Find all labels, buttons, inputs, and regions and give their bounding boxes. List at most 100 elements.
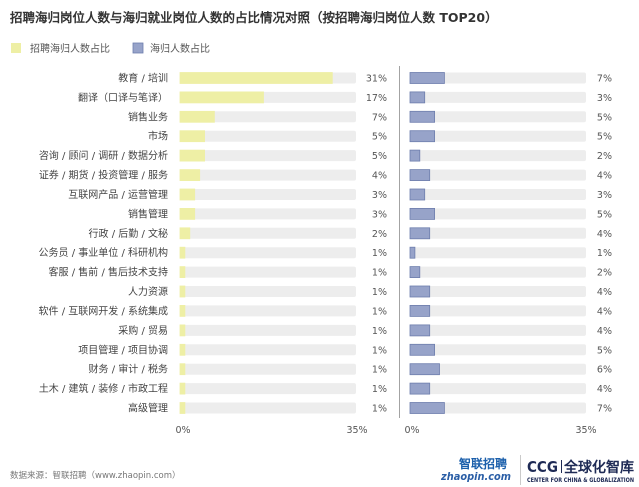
- value-number: 5: [597, 345, 603, 356]
- value-unit: %: [603, 365, 612, 376]
- chart-row: 人力资源 1% 4%: [128, 285, 612, 298]
- returnee-share-value-label: 5%: [597, 345, 612, 356]
- category-label: 教育 / 培训: [118, 72, 168, 85]
- chart-row: 高级管理 1% 7%: [128, 402, 612, 415]
- value-number: 1: [372, 287, 378, 298]
- returnee-share-track: [410, 111, 586, 123]
- returnee-share-value-label: 4%: [597, 384, 612, 395]
- category-label: 采购 / 贸易: [118, 324, 168, 337]
- chart-row: 财务 / 审计 / 税务 1% 6%: [89, 363, 612, 376]
- value-unit: %: [378, 287, 387, 298]
- x-tick-label-min: 0%: [404, 425, 419, 436]
- chart-row: 软件 / 互联网开发 / 系统集成 1% 4%: [39, 304, 612, 317]
- value-number: 4: [597, 229, 603, 240]
- value-unit: %: [378, 112, 387, 123]
- x-tick-label-max: 35%: [346, 425, 367, 436]
- value-unit: %: [603, 132, 612, 143]
- recruitment-share-value-label: 17%: [366, 93, 387, 104]
- value-unit: %: [603, 93, 612, 104]
- recruitment-share-bar: [179, 363, 186, 376]
- recruitment-share-bar: [179, 227, 191, 240]
- returnee-share-bar: [409, 324, 431, 337]
- returnee-share-track: [410, 363, 586, 375]
- value-number: 5: [372, 151, 378, 162]
- value-number: 2: [372, 229, 378, 240]
- value-number: 4: [372, 171, 378, 182]
- recruitment-share-value-label: 31%: [366, 74, 387, 85]
- returnee-share-bar: [409, 285, 431, 298]
- value-number: 4: [597, 384, 603, 395]
- recruitment-share-value-label: 1%: [372, 345, 387, 356]
- value-number: 2: [597, 268, 603, 279]
- returnee-share-bar: [409, 188, 426, 201]
- category-label: 销售管理: [128, 207, 168, 220]
- chart-rows: 教育 / 培训 31% 7%翻译（口译与笔译） 17% 3%销售业务 7% 5%市场 5% 5%…: [39, 72, 612, 415]
- chart-row: 互联网产品 / 运营管理 3% 3%: [68, 188, 612, 201]
- zhaopin-logo: 智联招聘 zhaopin.com: [440, 456, 511, 483]
- value-number: 5: [597, 112, 603, 123]
- returnee-share-track: [410, 91, 586, 103]
- data-source-note: 数据来源：智联招聘（www.zhaopin.com）: [10, 470, 181, 481]
- value-unit: %: [378, 209, 387, 220]
- returnee-share-value-label: 1%: [597, 248, 612, 259]
- category-label: 软件 / 互联网开发 / 系统集成: [39, 304, 168, 317]
- recruitment-share-value-label: 3%: [372, 190, 387, 201]
- value-number: 7: [372, 112, 378, 123]
- recruitment-share-value-label: 4%: [372, 171, 387, 182]
- returnee-share-track: [410, 227, 586, 239]
- recruitment-share-track: [180, 189, 356, 200]
- returnee-share-value-label: 3%: [597, 93, 612, 104]
- recruitment-share-track: [180, 111, 356, 123]
- ccg-logo: CCG 全球化智库 CENTER FOR CHINA & GLOBALIZATI…: [527, 458, 634, 484]
- returnee-share-bar: [409, 110, 436, 123]
- value-number: 1: [597, 248, 603, 259]
- recruitment-share-value-label: 5%: [372, 151, 387, 162]
- chart-row: 销售业务 7% 5%: [128, 110, 612, 123]
- recruitment-share-track: [180, 402, 356, 414]
- returnee-share-bar: [409, 207, 436, 220]
- returnee-share-bar: [409, 169, 431, 182]
- value-unit: %: [603, 74, 612, 85]
- value-number: 2: [597, 151, 603, 162]
- value-unit: %: [603, 112, 612, 123]
- value-number: 4: [597, 171, 603, 182]
- recruitment-share-value-label: 1%: [372, 326, 387, 337]
- returnee-share-track: [410, 208, 586, 220]
- value-unit: %: [603, 171, 612, 182]
- returnee-share-bar: [409, 343, 436, 356]
- recruitment-share-bar: [179, 266, 186, 279]
- value-unit: %: [378, 248, 387, 259]
- value-unit: %: [378, 74, 387, 85]
- zhaopin-logo-name: 智联招聘: [458, 456, 507, 471]
- category-label: 咨询 / 顾问 / 调研 / 数据分析: [39, 149, 168, 162]
- chart-row: 公务员 / 事业单位 / 科研机构 1% 1%: [39, 246, 612, 259]
- value-unit: %: [378, 132, 387, 143]
- recruitment-share-bar: [179, 402, 186, 414]
- value-number: 17: [366, 93, 378, 104]
- recruitment-share-value-label: 1%: [372, 384, 387, 395]
- chart-title: 招聘海归岗位人数与海归就业岗位人数的占比情况对照（按招聘海归岗位人数 TOP20…: [10, 10, 498, 25]
- recruitment-share-track: [180, 363, 356, 375]
- value-number: 1: [372, 384, 378, 395]
- returnee-share-value-label: 3%: [597, 190, 612, 201]
- returnee-share-bar: [409, 246, 416, 259]
- recruitment-share-bar: [179, 246, 186, 259]
- recruitment-share-bar: [179, 324, 186, 337]
- returnee-share-bar: [409, 72, 445, 84]
- recruitment-share-track: [180, 324, 356, 336]
- recruitment-share-value-label: 5%: [372, 132, 387, 143]
- returnee-share-bar: [409, 402, 445, 414]
- returnee-share-value-label: 6%: [597, 365, 612, 376]
- x-tick-label-max: 35%: [575, 425, 596, 436]
- chart-row: 项目管理 / 项目协调 1% 5%: [78, 343, 612, 356]
- recruitment-share-value-label: 2%: [372, 229, 387, 240]
- chart-row: 教育 / 培训 31% 7%: [118, 72, 612, 85]
- legend-item-recruitment-share: 招聘海归人数占比: [11, 42, 110, 55]
- returnee-share-track: [410, 383, 586, 395]
- returnee-share-track: [410, 324, 586, 336]
- recruitment-share-bar: [179, 72, 333, 84]
- value-unit: %: [603, 268, 612, 279]
- returnee-share-track: [410, 402, 586, 414]
- returnee-share-track: [410, 305, 586, 317]
- recruitment-share-bar: [179, 304, 186, 317]
